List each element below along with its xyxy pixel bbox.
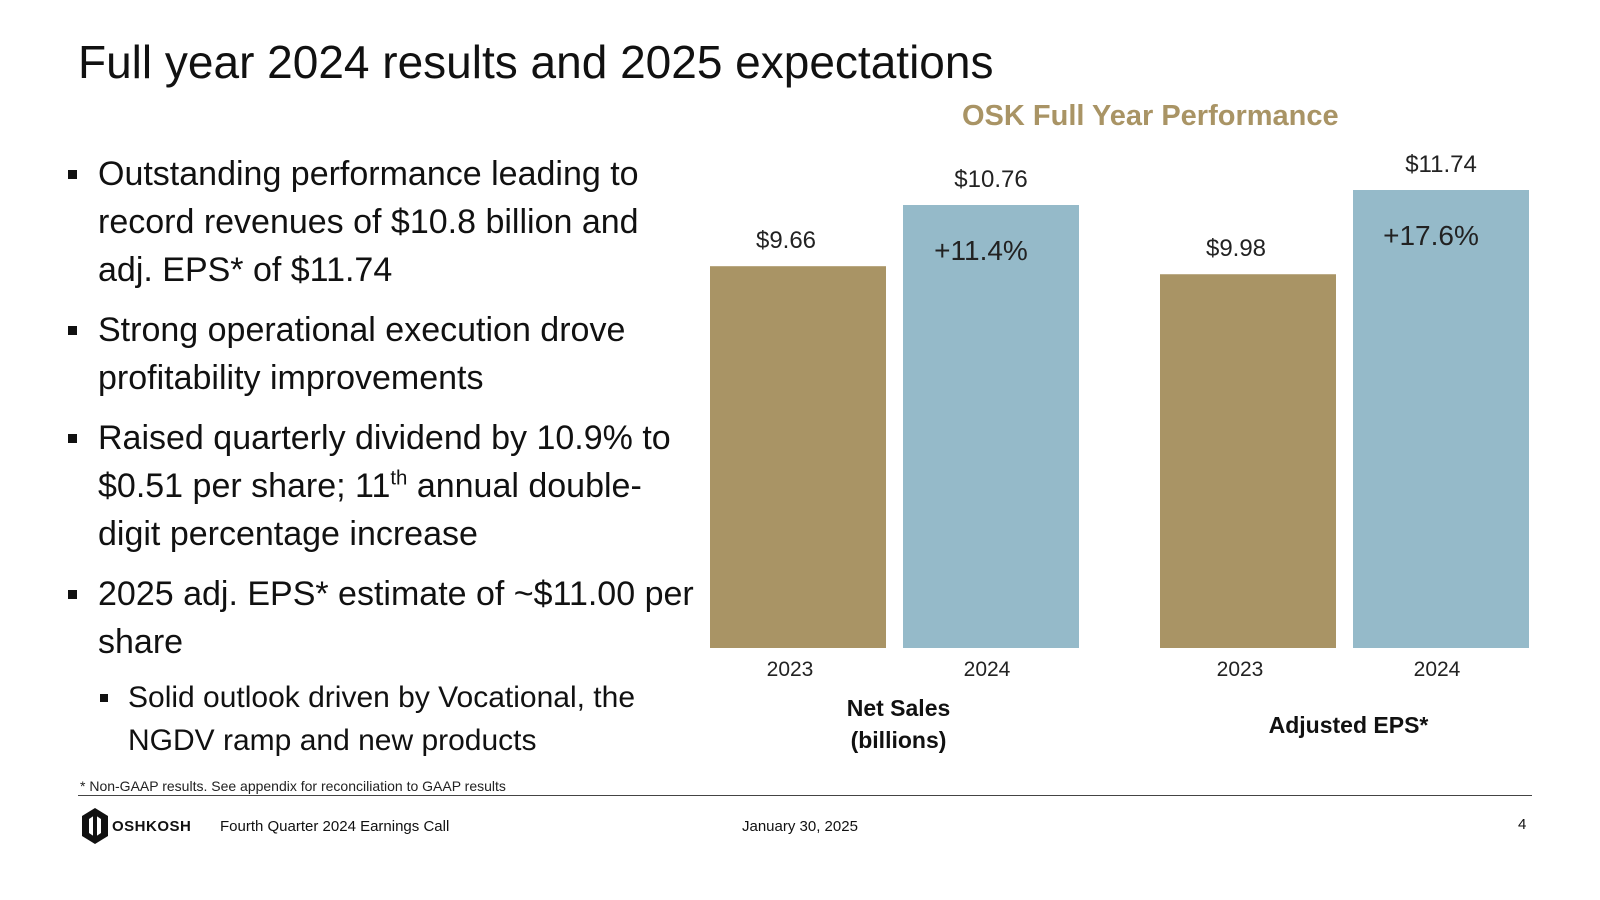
bullet-marker xyxy=(68,170,77,179)
net-sales-axis-label-line-2: (billions) xyxy=(851,727,947,753)
ordinal-suffix: th xyxy=(390,467,408,490)
footer-date: January 30, 2025 xyxy=(742,818,858,835)
adjusted-eps-axis-label-line-1: Adjusted EPS* xyxy=(1269,712,1429,738)
footer-event: Fourth Quarter 2024 Earnings Call xyxy=(220,818,450,835)
chart-title: OSK Full Year Performance xyxy=(962,100,1339,132)
footer-divider xyxy=(78,795,1532,796)
sub-bullet-text: Solid outlook driven by Vocational, the … xyxy=(128,681,635,757)
bullet-marker xyxy=(100,694,108,702)
bullet-item: Outstanding performance leading to recor… xyxy=(66,150,696,294)
bullet-marker xyxy=(68,326,77,335)
oshkosh-logo-icon xyxy=(82,808,108,844)
oshkosh-logo: OSHKOSH xyxy=(82,808,192,844)
adjusted-eps-tick-label-2023: 2023 xyxy=(1217,658,1264,681)
net-sales-bar-2023 xyxy=(710,266,886,648)
net-sales-value-label-2024: $10.76 xyxy=(954,166,1027,193)
adjusted-eps-value-label-2023: $9.98 xyxy=(1206,235,1266,262)
adjusted-eps-bar-2024 xyxy=(1353,190,1529,648)
adjusted-eps-bar-2023 xyxy=(1160,274,1336,648)
page-number: 4 xyxy=(1518,816,1527,833)
bullet-text-pre: Raised quarterly dividend by 10.9% to $0… xyxy=(98,419,671,505)
sub-bullet-item: Solid outlook driven by Vocational, the … xyxy=(66,676,696,762)
bullet-item: 2025 adj. EPS* estimate of ~$11.00 per s… xyxy=(66,570,696,666)
logo-wordmark: OSHKOSH xyxy=(112,818,192,835)
bullet-item: Strong operational execution drove profi… xyxy=(66,306,696,402)
bullet-marker xyxy=(68,590,77,599)
net-sales-axis-label-line-1: Net Sales xyxy=(847,695,951,721)
bar-chart: $9.66 2023 $10.76 2024 +11.4% Net Sales (billi… xyxy=(710,151,1529,753)
adjusted-eps-change-label: +17.6% xyxy=(1383,220,1479,251)
adjusted-eps-tick-label-2024: 2024 xyxy=(1414,658,1461,681)
net-sales-value-label-2023: $9.66 xyxy=(756,227,816,254)
footnote: * Non-GAAP results. See appendix for rec… xyxy=(80,778,506,794)
bullet-list: Outstanding performance leading to recor… xyxy=(66,150,696,762)
adjusted-eps-value-label-2024: $11.74 xyxy=(1405,151,1477,178)
bullet-item: Raised quarterly dividend by 10.9% to $0… xyxy=(66,414,696,558)
bullet-marker xyxy=(68,434,77,443)
net-sales-bar-2024 xyxy=(903,205,1079,648)
bullet-text: Outstanding performance leading to recor… xyxy=(98,155,639,289)
net-sales-change-label: +11.4% xyxy=(934,235,1028,266)
bullet-text-post: annual double-digit percentage increase xyxy=(98,467,642,553)
net-sales-tick-label-2024: 2024 xyxy=(964,658,1011,681)
net-sales-tick-label-2023: 2023 xyxy=(767,658,814,681)
bullet-text: 2025 adj. EPS* estimate of ~$11.00 per s… xyxy=(98,575,694,661)
bullet-text: Strong operational execution drove profi… xyxy=(98,311,626,397)
page-title: Full year 2024 results and 2025 expectat… xyxy=(78,36,994,88)
